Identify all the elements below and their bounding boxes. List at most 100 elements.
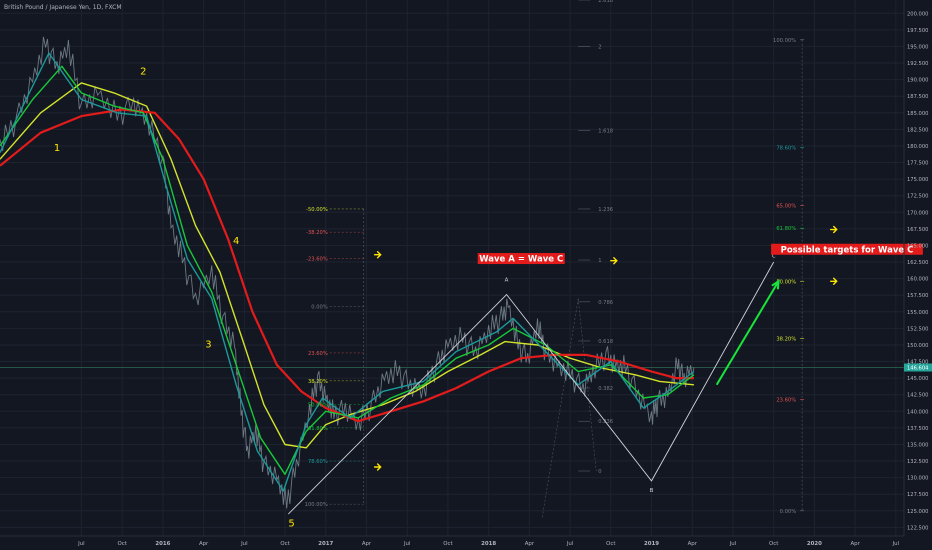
- y-tick-label: 142.500: [907, 393, 928, 399]
- fib-mid-trend-b: [577, 298, 597, 472]
- x-tick-label: Apr: [525, 541, 535, 547]
- y-tick-label: 140.000: [907, 409, 928, 415]
- last-price-label: 146.604: [907, 366, 929, 372]
- y-tick-label: 190.000: [907, 78, 928, 84]
- fib-left-level-label: 61.80%: [308, 426, 328, 432]
- wave-c-targets-note-box: [771, 243, 923, 255]
- last-price-tag: [904, 363, 932, 372]
- y-tick-label: 200.000: [907, 11, 928, 17]
- y-tick-label: 152.500: [907, 326, 928, 332]
- x-tick-label: 2018: [481, 541, 496, 547]
- y-tick-label: 122.500: [907, 525, 928, 531]
- fib-right-level-label: 61.80%: [776, 226, 796, 232]
- wave-label: 1: [54, 143, 60, 154]
- grid-lines: [0, 0, 904, 536]
- fib-mid-level-label: 0.382: [598, 386, 613, 392]
- y-tick-label: 172.500: [907, 194, 928, 200]
- fib-left-level-label: 100.00%: [305, 502, 328, 508]
- x-tick-label: Oct: [280, 541, 289, 547]
- x-tick-label: 2019: [644, 541, 659, 547]
- fib-left-level-label: 38.20%: [308, 379, 328, 385]
- y-tick-label: 170.000: [907, 210, 928, 216]
- x-tick-label: Jul: [566, 541, 574, 547]
- fib-right-level-label: 0.00%: [780, 509, 797, 515]
- annotation-layer: Wave A = Wave C Possible targets for Wave…: [373, 225, 923, 471]
- fibonacci-layer: -50.00% -38.20% -23.60% 0.00% 23.60% 38.20% 50…: [305, 0, 805, 518]
- wave-equality-note-box: [477, 253, 565, 265]
- y-tick-label: 147.500: [907, 360, 928, 366]
- x-tick-label: Apr: [362, 541, 372, 547]
- wave-label: B: [650, 488, 654, 494]
- fib-right-level-label: 50.00%: [776, 279, 796, 285]
- y-tick-label: 150.000: [907, 343, 928, 349]
- fib-right-level-label: 23.60%: [776, 397, 796, 403]
- wave-label: 2: [140, 66, 146, 77]
- fib-left-level-label: 50.00%: [308, 403, 328, 409]
- fib-right-level-label: 78.60%: [776, 145, 796, 151]
- wave-label: 4: [233, 236, 239, 247]
- y-tick-label: 135.000: [907, 442, 928, 448]
- wave-c-targets-note: Possible targets for Wave C: [781, 245, 914, 255]
- y-tick-label: 195.000: [907, 44, 928, 50]
- y-tick-label: 185.000: [907, 111, 928, 117]
- x-tick-label: 2016: [155, 541, 170, 547]
- x-tick-label: Apr: [199, 541, 209, 547]
- fib-mid-level-label: 0.786: [598, 300, 613, 306]
- x-tick-label: 2020: [807, 541, 822, 547]
- fib-left-level-label: 78.60%: [308, 459, 328, 465]
- moving-average-series: [0, 82, 694, 449]
- y-tick-label: 175.000: [907, 177, 928, 183]
- x-tick-label: Jul: [892, 541, 900, 547]
- y-tick-label: 125.000: [907, 509, 928, 515]
- fib-left-level-label: -50.00%: [306, 207, 328, 213]
- fib-mid-level-label: 2.618: [598, 0, 613, 4]
- wave-abc-path: [287, 261, 775, 515]
- fib-mid-level-label: 1.618: [598, 129, 613, 135]
- target-arrow: [830, 225, 838, 234]
- fib-right-level-label: 38.20%: [776, 336, 796, 342]
- target-arrow: [610, 257, 618, 265]
- y-tick-label: 157.500: [907, 293, 928, 299]
- fib-mid-level-label: 2: [598, 44, 601, 50]
- x-tick-label: Oct: [769, 541, 778, 547]
- fib-left-level-label: -38.20%: [306, 230, 328, 236]
- fib-mid-trend-a: [541, 298, 579, 518]
- chart-title: British Pound / Japanese Yen, 1D, FXCM: [4, 4, 122, 11]
- x-tick-label: Apr: [688, 541, 698, 547]
- fib-mid-level-label: 1: [598, 258, 601, 264]
- wave-equality-note: Wave A = Wave C: [479, 255, 563, 265]
- target-arrow: [830, 277, 838, 285]
- y-tick-label: 192.500: [907, 61, 928, 67]
- y-tick-label: 197.500: [907, 28, 928, 34]
- x-tick-label: Oct: [606, 541, 615, 547]
- y-tick-label: 127.500: [907, 492, 928, 498]
- fib-mid-level-label: 1.236: [598, 207, 613, 213]
- target-arrow: [373, 251, 382, 259]
- x-tick-label: Jul: [729, 541, 737, 547]
- x-tick-label: Jul: [403, 541, 411, 547]
- x-tick-label: 2017: [318, 541, 333, 547]
- y-tick-label: 155.000: [907, 310, 928, 316]
- y-tick-label: 177.500: [907, 161, 928, 167]
- fib-left-level-label: -23.60%: [306, 257, 328, 263]
- x-tick-label: Jul: [77, 541, 85, 547]
- y-tick-label: 130.000: [907, 476, 928, 482]
- projection-arrow-head: [771, 279, 780, 290]
- fib-left-level-label: 23.60%: [308, 351, 328, 357]
- wave-label: C: [772, 253, 776, 259]
- wave-label: 3: [205, 340, 211, 351]
- x-tick-label: Apr: [850, 541, 860, 547]
- y-tick-label: 182.500: [907, 127, 928, 133]
- y-tick-label: 132.500: [907, 459, 928, 465]
- fib-mid-level-label: 0.618: [598, 339, 613, 345]
- y-tick-label: 160.000: [907, 277, 928, 283]
- moving-average-series: [0, 65, 695, 475]
- fib-right-level-label: 100.00%: [773, 38, 796, 44]
- y-tick-label: 180.000: [907, 144, 928, 150]
- y-tick-label: 137.500: [907, 426, 928, 432]
- x-tick-label: Oct: [443, 541, 452, 547]
